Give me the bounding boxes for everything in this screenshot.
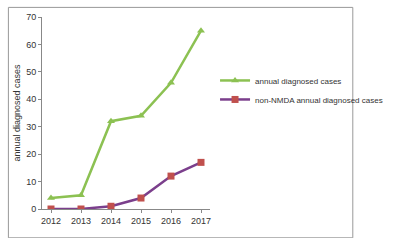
svg-text:annual diagnosed cases: annual diagnosed cases: [12, 64, 22, 162]
svg-text:70: 70: [26, 12, 36, 22]
svg-text:non-NMDA annual diagnosed case: non-NMDA annual diagnosed cases: [255, 96, 383, 105]
svg-text:60: 60: [26, 40, 36, 50]
svg-text:50: 50: [26, 67, 36, 77]
svg-text:2017: 2017: [191, 216, 211, 226]
svg-text:40: 40: [26, 94, 36, 104]
svg-text:0: 0: [31, 204, 36, 214]
svg-text:2015: 2015: [131, 216, 151, 226]
svg-text:2016: 2016: [161, 216, 181, 226]
svg-text:2013: 2013: [71, 216, 91, 226]
svg-text:10: 10: [26, 177, 36, 187]
svg-text:annual diagnosed cases: annual diagnosed cases: [255, 77, 341, 86]
svg-text:2012: 2012: [41, 216, 61, 226]
svg-text:20: 20: [26, 149, 36, 159]
svg-text:30: 30: [26, 122, 36, 132]
svg-text:2014: 2014: [101, 216, 121, 226]
